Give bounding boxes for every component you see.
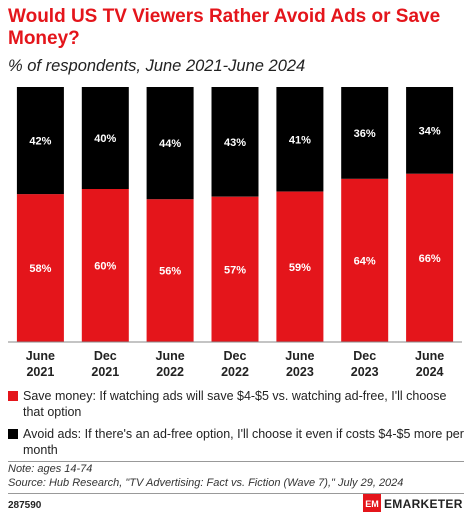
note-text: Note: ages 14-74 [8,463,93,475]
stacked-bar-chart: 58% 42% 60% 40% 56% 44% 57% 43% 59% 41% 64% 36% 66% 3… [8,87,462,379]
x-tick-label: June [285,349,314,363]
bar-save-money [341,178,389,342]
data-label-save-money: 56% [159,266,181,278]
bar-save-money [16,194,64,342]
bar-avoid-ads [276,87,324,192]
logo-text: EM [365,499,379,509]
x-tick-label: Dec [94,349,117,363]
data-label-avoid-ads: 40% [94,133,116,145]
x-tick-label: June [26,349,55,363]
divider [8,461,464,462]
data-label-save-money: 66% [419,253,441,265]
bar-avoid-ads [16,87,64,195]
legend-item-avoid-ads: Avoid ads: If there's an ad-free option,… [8,426,464,458]
divider [8,493,464,494]
x-tick-label: June [415,349,444,363]
bar-save-money [81,189,129,342]
bar-avoid-ads [81,87,129,189]
bar-avoid-ads [211,87,259,197]
data-label-avoid-ads: 34% [419,125,441,137]
legend-item-save-money: Save money: If watching ads will save $4… [8,388,464,420]
x-tick-label: 2023 [351,365,379,379]
data-label-save-money: 59% [289,262,311,274]
bar-save-money [146,199,194,342]
bar-save-money [211,196,259,342]
chart-title: Would US TV Viewers Rather Avoid Ads or … [8,6,441,49]
bar-avoid-ads [341,87,389,179]
source-text: Source: Hub Research, "TV Advertising: F… [8,477,404,489]
bar-avoid-ads [146,87,194,200]
x-tick-label: Dec [224,349,247,363]
bar-save-money [406,173,454,342]
x-tick-label: June [156,349,185,363]
x-tick-label: Dec [353,349,376,363]
x-tick-label: 2021 [26,365,54,379]
x-tick-labels: June 2021 Dec 2021 June 2022 Dec 2022 June 2023 De… [26,349,444,379]
data-label-save-money: 58% [29,263,51,275]
bars-layer: 58% 42% 60% 40% 56% 44% 57% 43% 59% 41% 64% 36% 66% 3… [16,87,454,342]
emarketer-logo-icon: EM [363,494,381,512]
data-label-save-money: 57% [224,264,246,276]
bar-save-money [276,191,324,342]
legend-swatch-avoid-ads [8,429,18,439]
legend-swatch-save-money [8,391,18,401]
x-tick-label: 2023 [286,365,314,379]
x-tick-label: 2022 [221,365,249,379]
bar-avoid-ads [406,87,454,174]
data-label-avoid-ads: 42% [29,136,51,148]
x-tick-label: 2022 [156,365,184,379]
x-tick-label: 2021 [91,365,119,379]
legend-label-save-money: Save money: If watching ads will save $4… [23,389,447,419]
data-label-avoid-ads: 43% [224,137,246,149]
data-label-avoid-ads: 36% [354,128,376,140]
chart-subtitle: % of respondents, June 2021-June 2024 [8,57,306,75]
data-label-save-money: 60% [94,261,116,273]
x-tick-label: 2024 [416,365,444,379]
data-label-avoid-ads: 44% [159,138,181,150]
data-label-avoid-ads: 41% [289,134,311,146]
data-label-save-money: 64% [354,255,376,267]
chart-id: 287590 [8,500,42,511]
legend-label-avoid-ads: Avoid ads: If there's an ad-free option,… [23,427,464,457]
brand-name: EMARKETER [384,497,463,511]
